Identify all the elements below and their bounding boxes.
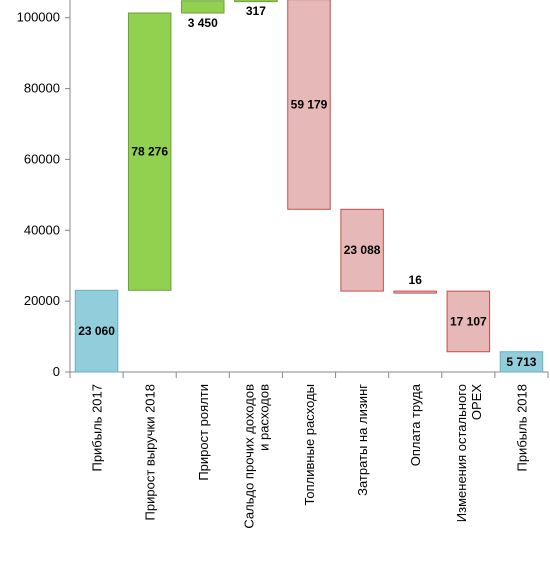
y-tick-label: 40000 [24,222,60,237]
y-tick-label: 20000 [24,293,60,308]
waterfall-bar [127,12,172,291]
y-tick-label: 80000 [24,81,60,96]
waterfall-bar [340,208,384,292]
waterfall-bar [393,290,437,294]
x-category-label: Прибыль 2018 [514,384,529,472]
waterfall-bar [234,0,278,3]
y-tick-label: 60000 [24,151,60,166]
bar-data-label: 16 [409,273,423,287]
x-category-label: Оплата труда [408,383,423,466]
bar-data-label: 3 450 [188,16,218,30]
bar-data-label: 5 713 [506,355,536,369]
bar-data-label: 78 276 [131,145,168,159]
y-tick-label: 100000 [17,10,60,25]
x-category-label: OPEX [469,384,484,420]
bar-data-label: 59 179 [291,97,328,111]
bar-data-label: 17 107 [450,314,487,328]
bar-data-label: 23 060 [78,324,115,338]
waterfall-bar [181,0,225,14]
x-category-label: и расходов [256,384,271,451]
bar-data-label: 317 [246,4,266,18]
bar-data-label: 23 088 [344,243,381,257]
x-category-label: Сальдо прочих доходов [241,384,256,529]
waterfall-bar [446,290,491,353]
waterfall-bar [74,289,119,373]
x-category-label: Затраты на лизинг [355,384,370,496]
y-tick-label: 0 [53,364,60,379]
waterfall-bar [287,0,331,210]
x-category-label: Прибыль 2017 [90,384,105,472]
x-category-label: Изменения остального [454,384,469,522]
x-category-label: Прирост роялти [196,384,211,481]
x-category-label: Прирост выручки 2018 [143,384,158,520]
x-category-label: Топливные расходы [302,384,317,506]
waterfall-bar [499,351,544,373]
